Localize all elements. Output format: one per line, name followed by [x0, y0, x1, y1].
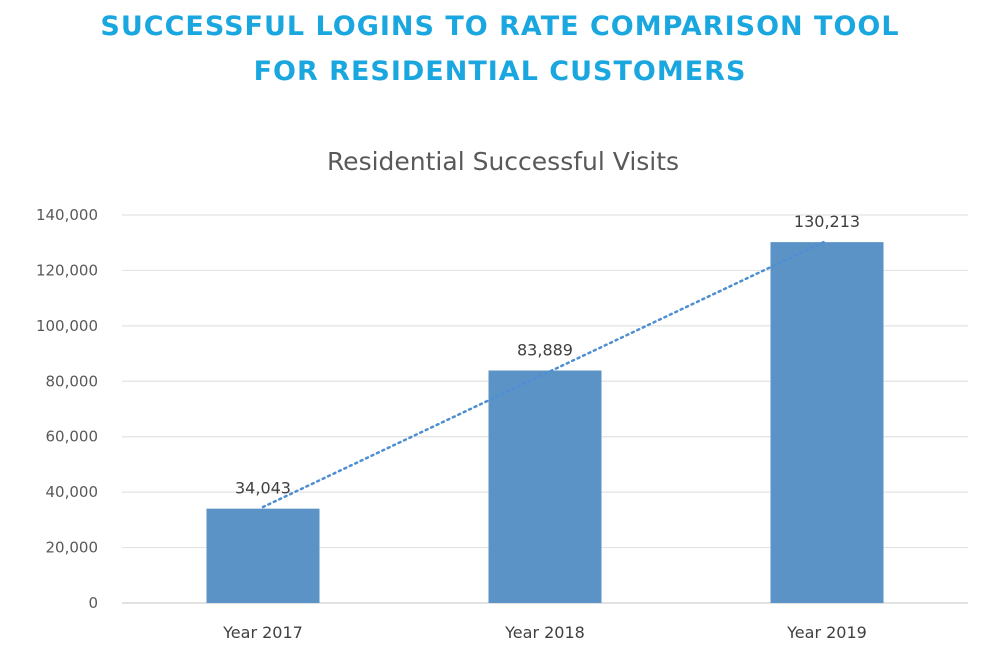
y-tick-label: 120,000	[36, 261, 98, 279]
x-axis-labels: Year 2017 Year 2018 Year 2019	[222, 623, 867, 642]
y-tick-label: 40,000	[46, 483, 99, 501]
bar	[488, 370, 602, 603]
y-axis-ticks: 0 20,000 40,000 60,000 80,000 100,000 120,000 1…	[36, 206, 98, 612]
headline-line-1: SUCCESSFUL LOGINS TO RATE COMPARISON TOO…	[100, 11, 900, 42]
bar	[206, 508, 320, 603]
y-tick-label: 80,000	[46, 372, 99, 390]
data-labels: 34,043 83,889 130,213	[235, 212, 860, 498]
y-tick-label: 140,000	[36, 206, 98, 224]
y-tick-label: 100,000	[36, 317, 98, 335]
trendline-group	[261, 239, 829, 509]
x-tick-label: Year 2019	[786, 623, 867, 642]
y-tick-label: 0	[88, 594, 98, 612]
bar	[770, 242, 884, 604]
data-label: 34,043	[235, 479, 291, 498]
x-tick-label: Year 2017	[222, 623, 303, 642]
trendline	[261, 239, 829, 509]
x-tick-label: Year 2018	[504, 623, 585, 642]
headline-line-2: FOR RESIDENTIAL CUSTOMERS	[253, 56, 747, 87]
chart-title: Residential Successful Visits	[327, 147, 679, 176]
y-tick-label: 60,000	[46, 428, 99, 446]
bars	[206, 242, 884, 604]
data-label: 83,889	[517, 341, 573, 360]
data-label: 130,213	[794, 212, 860, 231]
y-tick-label: 20,000	[46, 539, 99, 557]
